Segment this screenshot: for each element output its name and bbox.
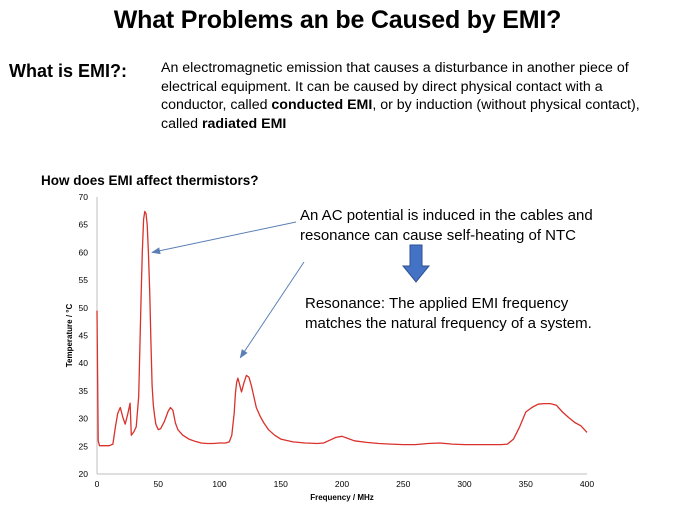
slide-title: What Problems an be Caused by EMI? [113, 6, 562, 34]
y-tick-label: 30 [79, 414, 89, 424]
x-tick-label: 250 [396, 479, 410, 489]
y-tick-label: 20 [79, 469, 89, 479]
ac-potential-callout: An AC potential is induced in the cables… [300, 207, 593, 244]
resonance-callout: Resonance: The applied EMI frequency mat… [305, 295, 592, 332]
chart-subheading: How does EMI affect thermistors? [41, 173, 259, 188]
y-tick-label: 50 [79, 303, 89, 313]
y-tick-label: 40 [79, 358, 89, 368]
x-axis-label: Frequency / MHz [310, 493, 374, 502]
definition-text: An electromagnetic emission that causes … [161, 60, 629, 113]
x-tick-label: 100 [212, 479, 226, 489]
x-tick-label: 350 [519, 479, 533, 489]
y-tick-label: 60 [79, 247, 89, 257]
x-tick-label: 400 [580, 479, 594, 489]
y-tick-label: 35 [79, 386, 89, 396]
emi-definition: An electromagnetic emission that causes … [161, 59, 641, 133]
series-line-0 [96, 210, 588, 447]
annotation-arrow [239, 261, 305, 359]
y-axis-label: Temperature / °C [65, 304, 74, 368]
x-tick-label: 50 [154, 479, 164, 489]
y-tick-label: 55 [79, 275, 89, 285]
definition-text: , or by induction (without physical cont… [161, 97, 640, 132]
y-tick-label: 45 [79, 331, 89, 341]
annotation-arrow [151, 221, 297, 255]
y-tick-label: 65 [79, 220, 89, 230]
x-tick-label: 150 [274, 479, 288, 489]
definition-term: conducted EMI [271, 97, 373, 113]
down-arrow-icon [402, 244, 430, 283]
definition-term: radiated EMI [202, 115, 287, 132]
x-tick-label: 0 [95, 479, 100, 489]
x-tick-label: 300 [457, 479, 471, 489]
y-tick-label: 25 [79, 441, 89, 451]
x-tick-label: 200 [335, 479, 349, 489]
what-is-emi-label: What is EMI?: [9, 61, 127, 81]
y-tick-label: 70 [79, 192, 89, 202]
